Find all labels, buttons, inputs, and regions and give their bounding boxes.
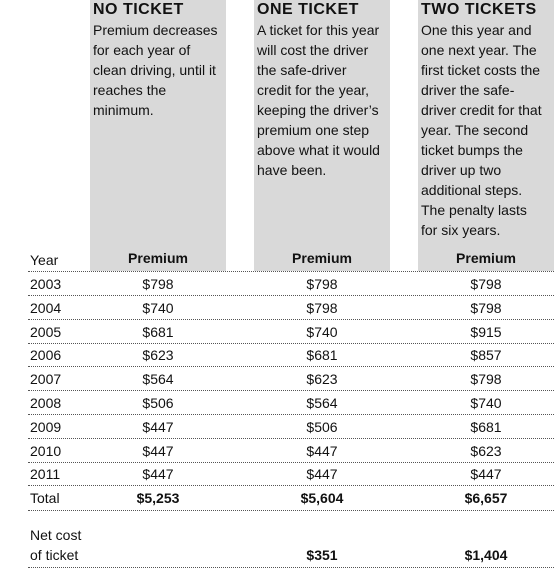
premium-value: $740 — [142, 299, 174, 316]
premium-value: $623 — [306, 371, 338, 388]
premium-value: $681 — [142, 323, 174, 340]
premium-value: $857 — [470, 347, 502, 364]
premium-value: $740 — [306, 323, 338, 340]
total-value: $5,253 — [136, 490, 180, 507]
column-description: one next year. The — [421, 42, 537, 58]
premium-value: $740 — [470, 395, 502, 411]
premium-label: Premium — [128, 250, 188, 266]
row-divider — [28, 318, 554, 320]
column-description: for six years. — [421, 222, 501, 238]
row-divider — [28, 342, 554, 344]
column-description: have been. — [257, 162, 327, 178]
premium-value: $798 — [470, 299, 502, 316]
column-description: first ticket costs the — [421, 62, 541, 78]
year: 2005 — [30, 323, 62, 340]
premium-value: $447 — [142, 418, 174, 435]
column-shade — [418, 0, 554, 271]
year: 2008 — [30, 395, 62, 411]
premium-value: $798 — [306, 299, 338, 316]
year: 2011 — [30, 466, 61, 483]
column-description: year. The second — [421, 122, 529, 138]
total-label: Total — [30, 490, 60, 507]
year: 2007 — [30, 371, 62, 388]
premium-value: $623 — [470, 442, 502, 459]
column-description: driver the safe- — [421, 82, 515, 98]
premium-value: $447 — [306, 466, 338, 483]
year: 2006 — [30, 347, 62, 364]
premium-label: Premium — [292, 250, 352, 266]
premium-value: $798 — [470, 276, 502, 292]
premium-value: $798 — [142, 276, 174, 292]
column-description: clean driving, until it — [93, 62, 216, 78]
row-divider — [28, 414, 554, 415]
column-description: driver up two — [421, 162, 502, 178]
premium-value: $447 — [306, 442, 338, 459]
row-divider — [28, 271, 554, 272]
premium-value: $506 — [142, 395, 174, 411]
column-description: minimum. — [93, 102, 154, 118]
row-divider — [28, 461, 554, 463]
column-description: ticket bumps the — [421, 142, 523, 158]
column-description: keeping the driver’s — [257, 102, 379, 118]
premium-label: Premium — [456, 250, 516, 266]
premium-value: $506 — [306, 418, 338, 435]
premium-value: $681 — [470, 418, 502, 435]
premium-value: $798 — [470, 371, 502, 388]
premium-value: $623 — [142, 347, 174, 364]
year: 2004 — [30, 299, 62, 316]
column-description: Premium decreases — [93, 22, 218, 38]
row-divider — [28, 390, 554, 392]
premium-value: $447 — [142, 442, 174, 459]
column-description: One this year and — [421, 22, 532, 38]
net-cost-label: Net cost — [30, 527, 82, 543]
column-shade — [254, 0, 390, 271]
column-description: credit for the year, — [257, 82, 370, 98]
column-shade — [90, 0, 226, 271]
premium-value: $564 — [306, 395, 338, 411]
row-divider — [28, 485, 554, 487]
row-divider — [28, 295, 554, 296]
column-description: will cost the driver — [257, 42, 369, 58]
premium-value: $681 — [306, 347, 338, 364]
column-title: ONE TICKET — [257, 1, 359, 18]
column-title: TWO TICKETS — [421, 1, 537, 18]
row-divider — [28, 437, 554, 439]
premium-value: $915 — [470, 323, 502, 340]
row-divider — [28, 366, 554, 368]
premium-value: $447 — [470, 466, 502, 483]
net-cost-value: $1,404 — [464, 547, 508, 563]
row-divider — [28, 510, 554, 512]
column-description: additional steps. — [421, 182, 523, 198]
premium-value: $564 — [142, 371, 174, 388]
column-description: above what it would — [257, 142, 380, 158]
column-description: the safe-driver — [257, 62, 347, 78]
total-value: $5,604 — [300, 490, 344, 507]
year: 2003 — [30, 276, 62, 292]
column-description: premium one step — [257, 122, 370, 138]
column-description: for each year of — [93, 42, 191, 58]
column-description: A ticket for this year — [257, 22, 380, 38]
premium-value: $447 — [142, 466, 174, 483]
column-title: NO TICKET — [93, 1, 184, 18]
net-cost-value: $351 — [306, 547, 338, 563]
column-description: reaches the — [93, 82, 167, 98]
row-divider — [28, 567, 554, 568]
total-value: $6,657 — [464, 490, 508, 507]
column-description: The penalty lasts — [421, 202, 527, 218]
premium-value: $798 — [306, 276, 338, 292]
year-label: Year — [30, 252, 59, 268]
year: 2010 — [30, 442, 62, 459]
net-cost-label: of ticket — [30, 547, 79, 563]
year: 2009 — [30, 418, 62, 435]
column-description: driver credit for that — [421, 102, 542, 118]
